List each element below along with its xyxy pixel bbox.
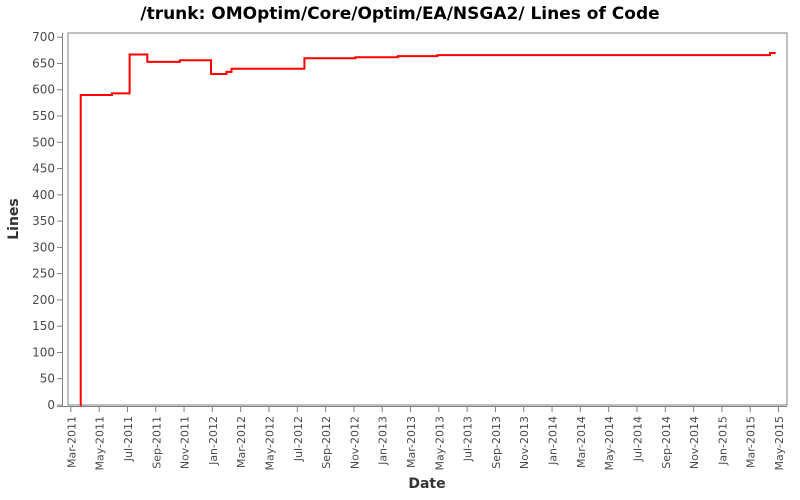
- y-tick-label: 600: [32, 83, 55, 97]
- x-tick-label: May-2013: [433, 416, 446, 471]
- y-tick-label: 250: [32, 267, 55, 281]
- x-tick-label: Sep-2013: [490, 416, 503, 469]
- x-tick-label: Jul-2013: [462, 416, 475, 462]
- y-tick-label: 650: [32, 56, 55, 70]
- y-tick-label: 0: [47, 398, 55, 412]
- x-tick-label: Jul-2011: [122, 416, 135, 462]
- x-tick-label: Jan-2014: [547, 416, 560, 466]
- y-tick-label: 50: [40, 372, 55, 386]
- x-tick-label: May-2014: [603, 416, 616, 471]
- x-tick-label: May-2011: [94, 416, 107, 471]
- x-tick-label: Nov-2011: [179, 416, 192, 469]
- x-tick-label: Mar-2014: [575, 416, 588, 468]
- chart-title: /trunk: OMOptim/Core/Optim/EA/NSGA2/ Lin…: [140, 4, 660, 24]
- y-tick-label: 100: [32, 345, 55, 359]
- x-tick-label: May-2015: [773, 416, 786, 471]
- x-tick-label: Nov-2012: [348, 416, 361, 469]
- x-tick-label: Nov-2013: [518, 416, 531, 469]
- y-tick-label: 300: [32, 240, 55, 254]
- plot-frame: [67, 32, 788, 406]
- x-tick-label: Sep-2012: [320, 416, 333, 469]
- y-tick-label: 500: [32, 135, 55, 149]
- x-tick-label: Jul-2014: [631, 416, 644, 462]
- y-tick-label: 150: [32, 319, 55, 333]
- x-tick-label: Nov-2014: [688, 416, 701, 469]
- x-tick-label: Mar-2011: [65, 416, 78, 468]
- x-tick-label: Mar-2015: [745, 416, 758, 468]
- y-tick-label: 200: [32, 293, 55, 307]
- x-tick-label: Sep-2014: [660, 416, 673, 469]
- x-axis-title: Date: [408, 476, 445, 492]
- y-tick-label: 450: [32, 162, 55, 176]
- y-tick-label: 350: [32, 214, 55, 228]
- x-tick-label: Mar-2013: [405, 416, 418, 468]
- x-tick-label: Sep-2011: [150, 416, 163, 469]
- loc-series-line: [79, 52, 776, 406]
- x-tick-label: Jul-2012: [292, 416, 305, 462]
- y-axis-title: Lines: [6, 198, 22, 240]
- x-tick-label: May-2012: [263, 416, 276, 471]
- x-tick-label: Mar-2012: [235, 416, 248, 468]
- plot-generated: 0 50 100 150 200 250 300 350 400 450 500 550 600 650 7…: [32, 30, 788, 471]
- y-tick-label: 700: [32, 30, 55, 44]
- x-tick-label: Jan-2012: [207, 416, 220, 466]
- x-tick-label: Jan-2013: [377, 416, 390, 466]
- y-tick-label: 550: [32, 109, 55, 123]
- x-tick-label: Jan-2015: [716, 416, 729, 466]
- y-tick-label: 400: [32, 188, 55, 202]
